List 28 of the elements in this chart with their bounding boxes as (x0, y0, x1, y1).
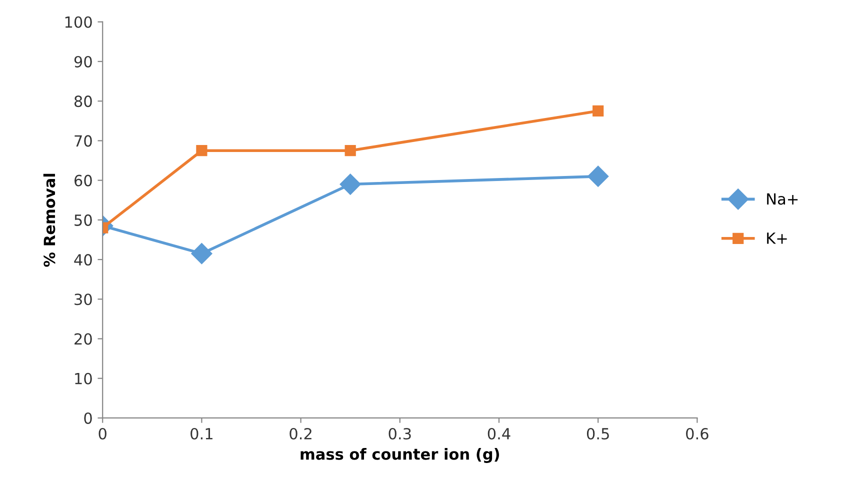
y-tick-label: 80 (74, 96, 92, 108)
point (191, 243, 212, 264)
point (196, 145, 208, 156)
point (588, 166, 609, 187)
y-tick-label: 50 (74, 214, 92, 226)
y-tick-label: 40 (74, 254, 92, 266)
x-tick-label: 0.6 (686, 428, 708, 440)
y-tick-label: 0 (84, 412, 92, 424)
y-tick-label: 20 (74, 333, 92, 345)
legend-label: K+ (767, 232, 787, 244)
point (344, 145, 356, 156)
y-tick-label: 30 (74, 294, 92, 306)
x-axis-title: mass of counter ion (g) (300, 448, 500, 463)
point (340, 174, 361, 195)
y-tick-label: 90 (74, 56, 92, 68)
y-tick-label: 70 (74, 135, 92, 147)
x-tick-label: 0.5 (586, 428, 609, 440)
x-tick-label: 0.3 (388, 428, 411, 440)
x-tick-label: 0.2 (290, 428, 312, 440)
y-tick-label: 60 (74, 174, 92, 186)
point (592, 105, 604, 117)
y-axis-title: % Removal (43, 174, 56, 267)
x-tick-label: 0.4 (488, 428, 510, 440)
legend-label: Na+ (767, 193, 798, 205)
y-tick-label: 100 (65, 16, 92, 28)
y-tick-label: 10 (75, 372, 92, 384)
x-tick-label: 0.1 (190, 428, 212, 440)
x-tick-label: 0 (98, 428, 106, 440)
